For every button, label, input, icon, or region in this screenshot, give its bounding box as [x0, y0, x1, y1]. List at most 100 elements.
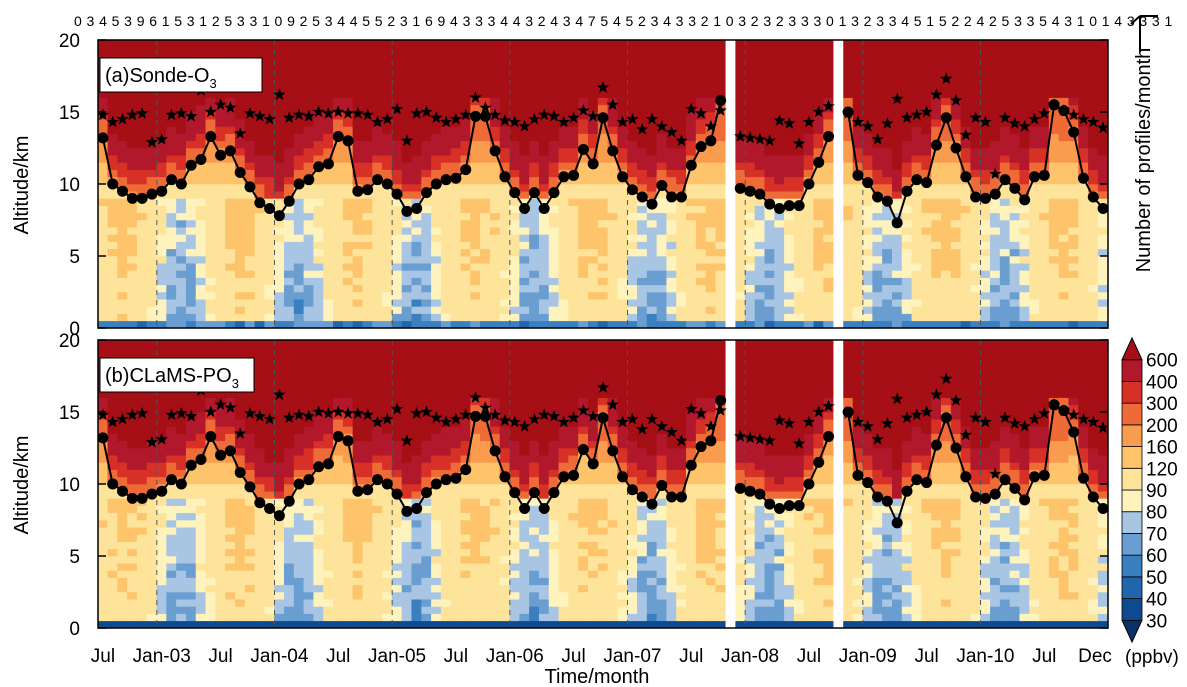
cold-point-tropopause-star	[538, 108, 551, 121]
ozone-cell	[990, 82, 1001, 91]
ozone-cell	[342, 68, 354, 77]
ozone-cell	[421, 61, 432, 70]
ozone-cell	[637, 104, 648, 113]
ozone-cell	[558, 241, 569, 250]
ozone-cell	[931, 183, 942, 192]
ozone-cell	[980, 140, 991, 149]
ozone-cell	[548, 234, 560, 242]
ozone-cell	[225, 118, 236, 127]
ozone-cell	[901, 241, 913, 250]
ozone-cell	[931, 284, 942, 293]
ozone-cell	[548, 68, 560, 77]
ozone-cell	[98, 90, 109, 98]
ozone-cell	[274, 313, 285, 322]
ozone-cell	[342, 118, 354, 127]
ozone-cell	[225, 241, 236, 250]
ozone-cell	[548, 97, 560, 106]
ozone-cell	[754, 46, 766, 55]
ozone-cell	[646, 270, 658, 278]
ozone-cell	[333, 198, 344, 206]
ozone-cell	[529, 118, 540, 127]
ozone-cell	[156, 169, 167, 178]
ozone-cell	[666, 262, 677, 271]
ozone-cell	[372, 284, 383, 293]
ozone-cell	[754, 90, 766, 98]
ozone-cell	[538, 198, 550, 206]
ozone-cell	[313, 291, 324, 300]
ozone-cell	[146, 46, 158, 55]
lapse-rate-tropopause-point	[460, 164, 472, 176]
ozone-cell	[1039, 284, 1050, 293]
ozone-cell	[941, 183, 952, 192]
ozone-cell	[254, 613, 265, 622]
ozone-cell	[1029, 75, 1040, 84]
ozone-cell	[587, 133, 599, 142]
ozone-cell	[980, 46, 991, 55]
ozone-cell	[382, 140, 393, 149]
ozone-cell	[882, 219, 893, 228]
ozone-cell	[303, 40, 315, 48]
ozone-cell	[1019, 68, 1030, 77]
ozone-cell	[774, 169, 785, 178]
ozone-cell	[646, 126, 658, 134]
cold-point-tropopause-star	[930, 88, 943, 100]
ozone-cell	[185, 133, 197, 142]
ozone-cell	[185, 190, 197, 199]
ozone-cell	[480, 61, 491, 70]
ozone-cell	[313, 234, 324, 242]
ozone-cell	[127, 534, 138, 542]
ozone-cell	[941, 284, 952, 293]
ozone-cell	[960, 270, 972, 278]
ozone-cell	[185, 534, 197, 542]
ozone-cell	[764, 75, 775, 84]
ozone-cell	[264, 361, 275, 370]
ozone-cell	[293, 198, 305, 206]
ozone-cell	[98, 346, 109, 355]
ozone-cell	[470, 291, 481, 300]
ozone-cell	[970, 212, 981, 221]
ozone-cell	[352, 118, 364, 127]
ozone-cell	[715, 126, 726, 134]
ozone-cell	[744, 162, 756, 170]
ozone-cell	[1078, 68, 1089, 77]
ozone-cell	[431, 61, 442, 70]
ozone-cell	[234, 555, 246, 564]
ozone-cell	[342, 126, 354, 134]
ozone-cell	[548, 255, 560, 264]
ozone-cell	[234, 505, 246, 514]
ozone-cell	[499, 198, 511, 206]
ozone-cell	[901, 248, 913, 257]
ozone-cell	[323, 169, 334, 178]
ozone-cell	[244, 133, 256, 142]
ozone-cell	[480, 126, 491, 134]
ozone-cell	[931, 320, 942, 328]
ozone-cell	[970, 291, 981, 300]
ozone-cell	[450, 219, 462, 228]
ozone-cell	[127, 40, 138, 48]
ozone-cell	[597, 162, 609, 170]
ozone-cell	[784, 255, 795, 264]
ozone-cell	[391, 291, 403, 300]
ozone-cell	[254, 262, 265, 271]
ozone-cell	[774, 75, 785, 84]
ozone-cell	[931, 154, 942, 163]
ozone-cell	[999, 61, 1011, 70]
ozone-cell	[695, 118, 707, 127]
ozone-cell	[529, 291, 540, 300]
ozone-cell	[98, 205, 109, 214]
ozone-cell	[480, 169, 491, 178]
ozone-cell	[901, 262, 913, 271]
ozone-cell	[529, 205, 540, 214]
ozone-cell	[941, 298, 952, 307]
ozone-cell	[1048, 140, 1060, 149]
ozone-cell	[764, 176, 775, 185]
ozone-cell	[990, 75, 1001, 84]
ozone-cell	[470, 176, 481, 185]
ozone-cell	[627, 205, 638, 214]
ozone-cell	[980, 162, 991, 170]
ozone-cell	[627, 147, 638, 156]
ozone-cell	[234, 133, 246, 142]
ozone-cell	[842, 118, 854, 127]
ozone-cell	[205, 613, 216, 622]
ozone-cell	[323, 219, 334, 228]
